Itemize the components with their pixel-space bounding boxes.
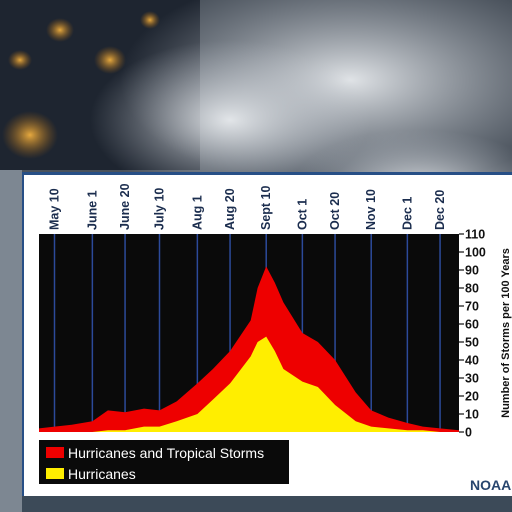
x-tick-label: Aug 20: [223, 188, 237, 230]
series-hurricanes-and-tropical-storms-area: [39, 266, 459, 432]
y-tick-label: 60: [465, 318, 479, 332]
y-tick-label: 0: [465, 426, 472, 440]
legend-swatch-hurricanes: [46, 468, 64, 479]
legend-box: [39, 440, 289, 484]
y-tick-label: 40: [465, 354, 479, 368]
y-axis-label: Number of Storms per 100 Years: [500, 248, 512, 418]
x-tick-label: Sept 10: [259, 185, 273, 230]
y-tick-label: 70: [465, 300, 479, 314]
legend-swatch-hurricanes-and-tropical-storms: [46, 447, 64, 458]
y-tick-label: 30: [465, 372, 479, 386]
x-tick-label: June 20: [118, 183, 132, 230]
x-tick-label: Dec 1: [400, 197, 414, 230]
y-tick-label: 80: [465, 282, 479, 296]
x-tick-label: Nov 10: [364, 189, 378, 230]
x-tick-label: July 10: [152, 188, 166, 230]
y-tick-label: 90: [465, 264, 479, 278]
x-tick-label: Dec 20: [433, 190, 447, 230]
x-tick-label: June 1: [85, 190, 99, 230]
y-tick-label: 20: [465, 390, 479, 404]
hurricane-season-chart: May 10 June 1 June 20 July 10 Aug 1 Aug 20 Sep…: [39, 183, 512, 493]
x-tick-label: Aug 1: [190, 195, 204, 230]
y-tick-label: 10: [465, 408, 479, 422]
legend-label-hurricanes: Hurricanes: [68, 466, 136, 482]
noaa-credit: NOAA: [470, 477, 511, 493]
y-tick-label: 100: [465, 246, 486, 260]
x-tick-label: Oct 1: [295, 199, 309, 230]
x-tick-label: May 10: [47, 188, 61, 230]
y-tick-label: 50: [465, 336, 479, 350]
legend-label-hurricanes-and-tropical-storms: Hurricanes and Tropical Storms: [68, 445, 264, 461]
y-tick-label: 110: [465, 228, 485, 242]
x-tick-label: Oct 20: [328, 192, 342, 230]
series-hurricanes-area: [39, 336, 459, 432]
